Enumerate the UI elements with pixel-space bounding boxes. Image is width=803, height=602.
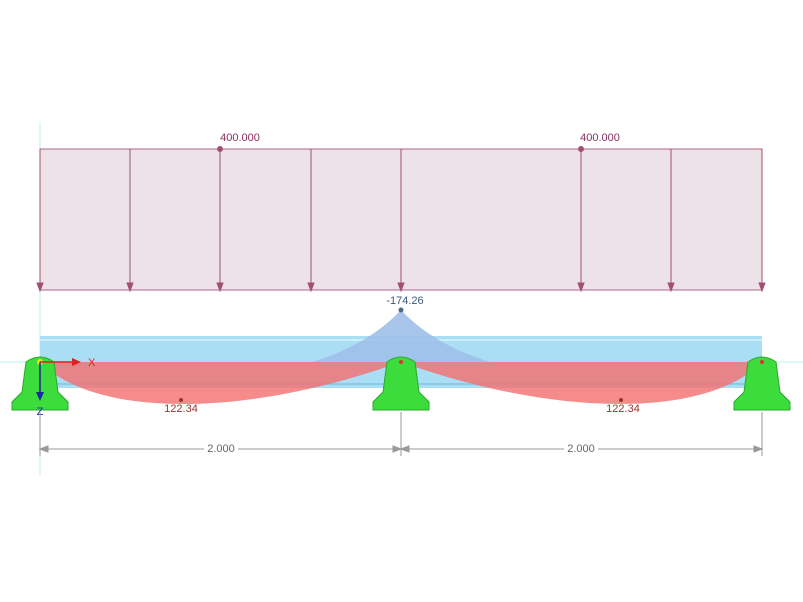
node: [760, 360, 764, 364]
x-axis-label: X: [88, 357, 96, 369]
moment-label: 122.34: [164, 403, 198, 415]
dimension-label-bg: [204, 442, 238, 456]
moment-point: [398, 307, 404, 313]
z-axis-label: Z: [37, 406, 44, 418]
moment-label: -174.26: [386, 295, 423, 307]
x-axis-arrow: [72, 358, 81, 366]
load-label: 400.000: [580, 132, 620, 144]
dimension-label-bg: [564, 442, 598, 456]
node: [399, 360, 403, 364]
load-arrows: [36, 146, 766, 293]
dimension-lines: [38, 412, 764, 456]
z-axis-arrow: [36, 392, 44, 401]
moment-point: [179, 398, 183, 402]
moment-support: [312, 310, 490, 362]
moment-point: [619, 398, 623, 402]
dimension-label: 2.000: [207, 443, 235, 455]
dimension-label: 2.000: [567, 443, 595, 455]
moment-label: 122.34: [606, 403, 640, 415]
moment-span: [40, 362, 401, 404]
load-label: 400.000: [220, 132, 260, 144]
moment-span: [401, 362, 762, 404]
